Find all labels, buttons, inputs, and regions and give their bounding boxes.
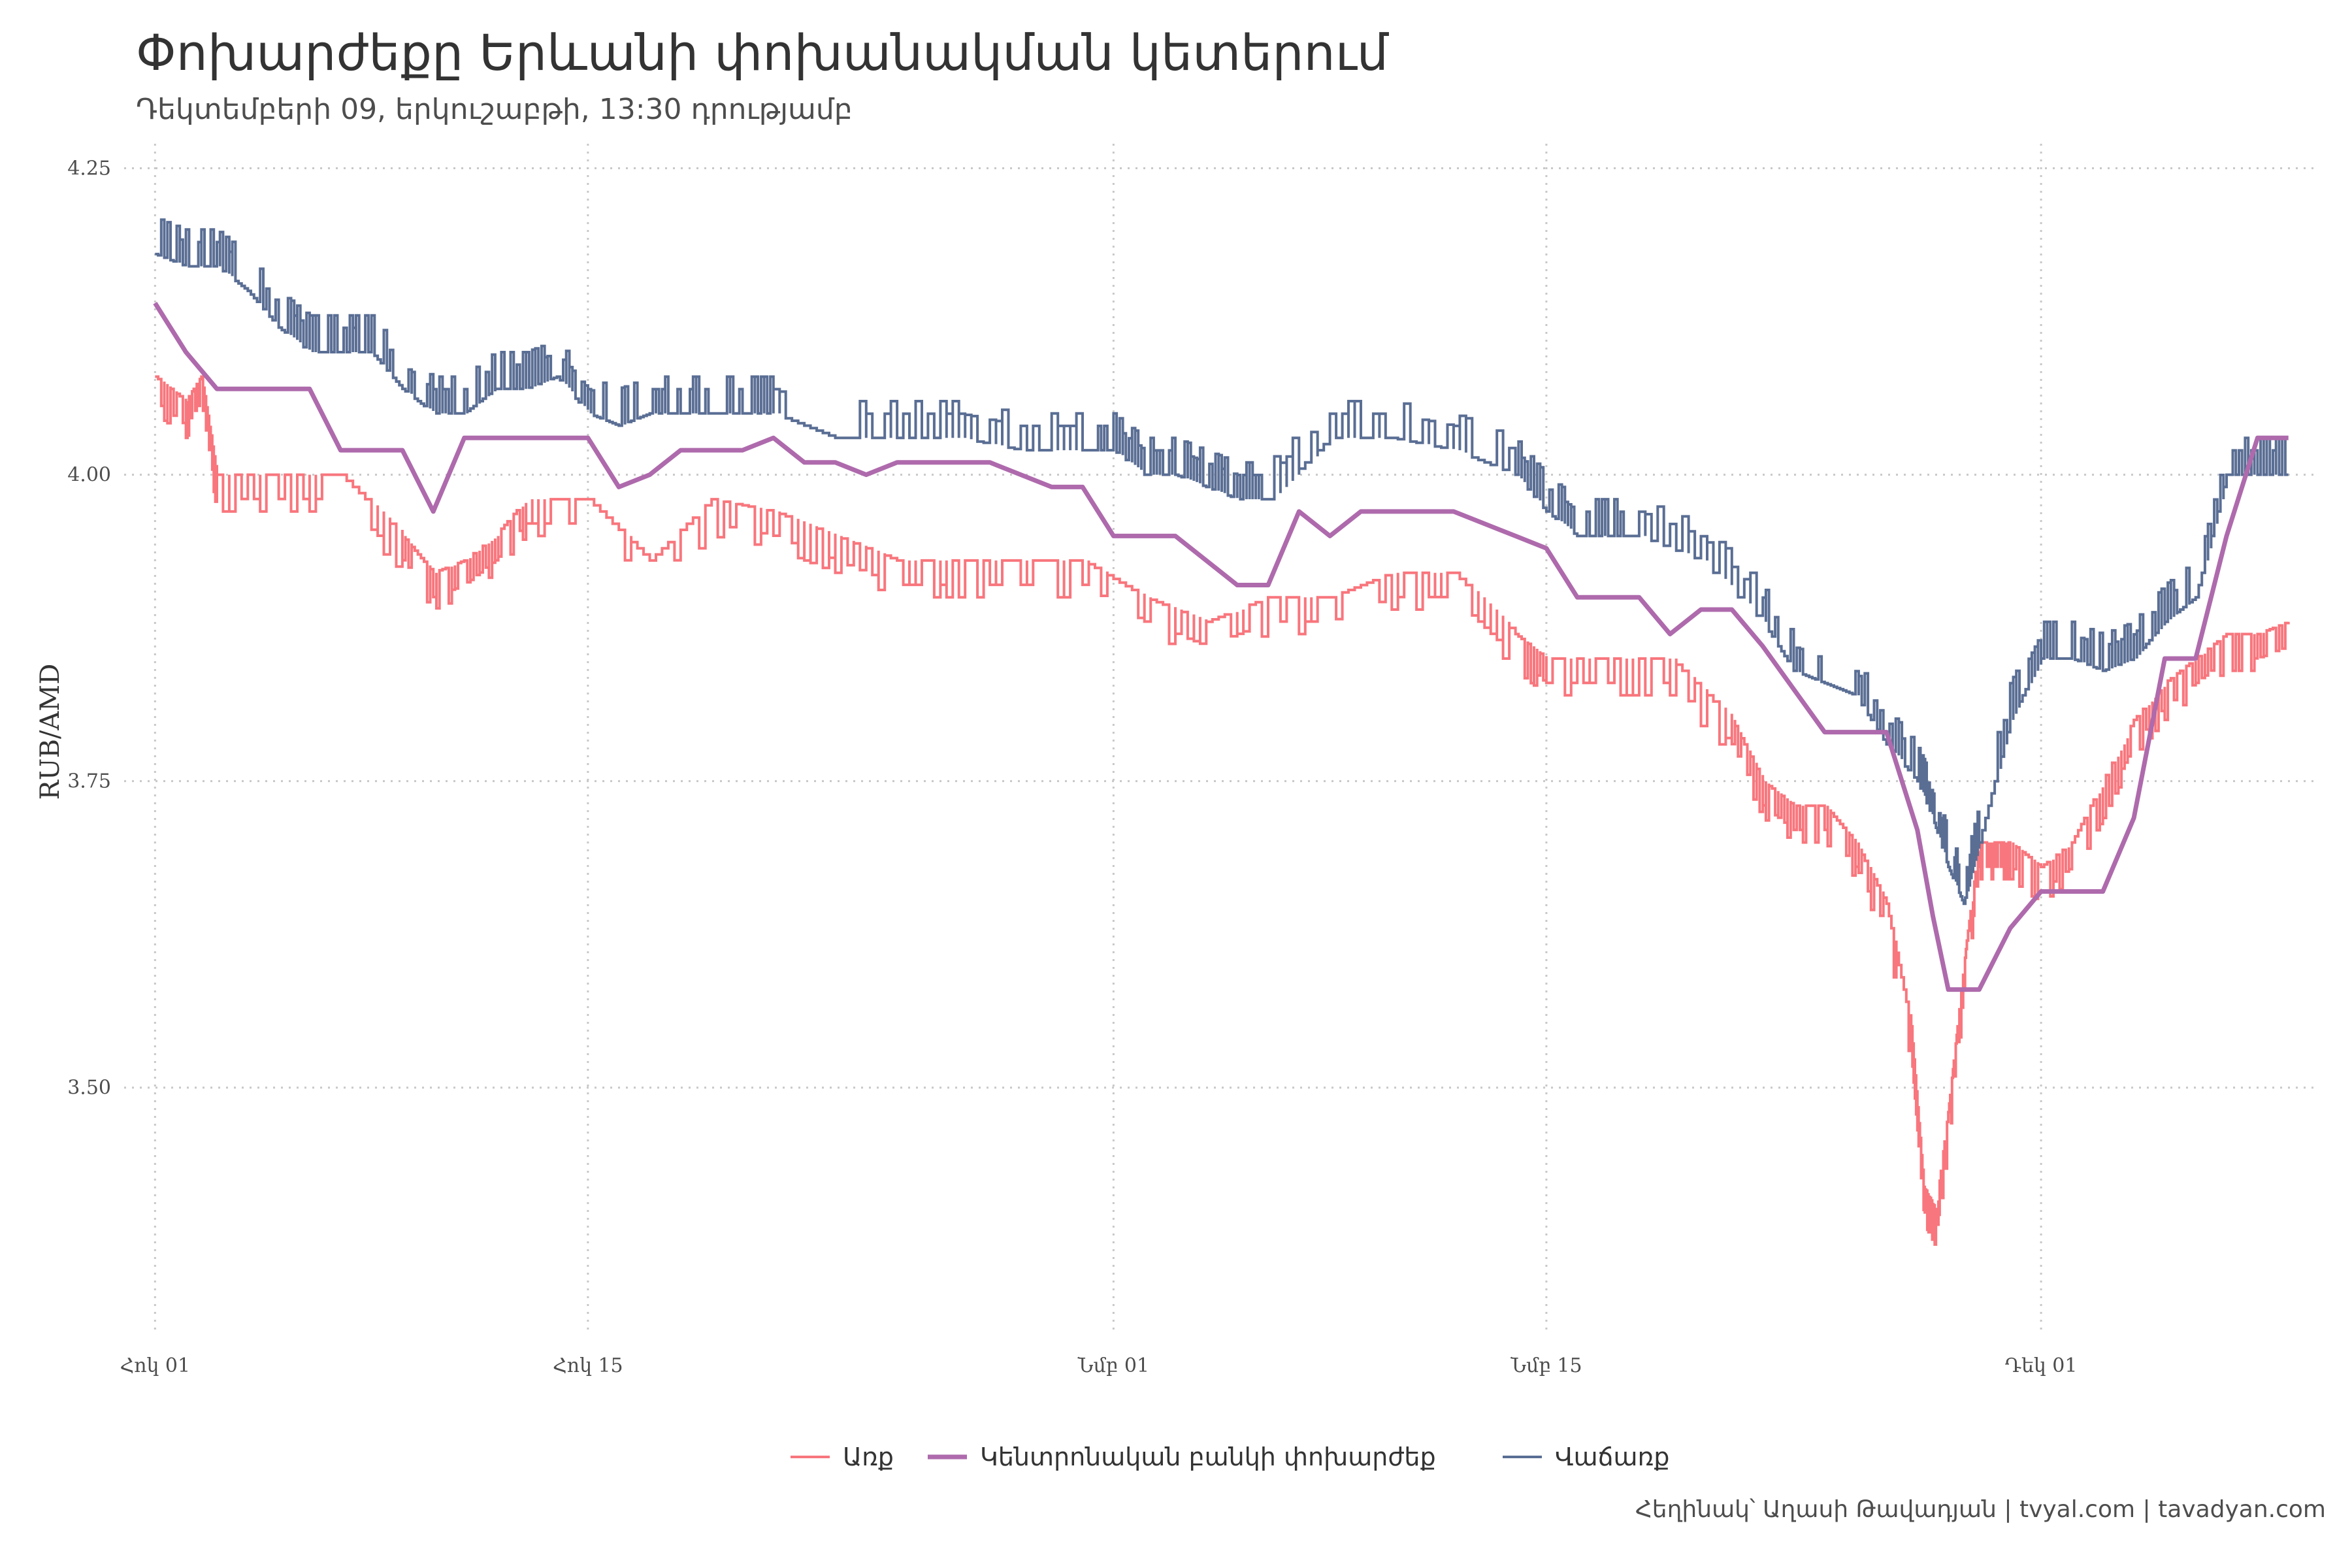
y-axis: 3.50 3.75 4.00 4.25	[67, 157, 111, 1100]
y-tick-label: 3.75	[67, 770, 111, 793]
y-axis-title: RUB/AMD	[35, 664, 65, 800]
x-tick-label: Հոկ 15	[553, 1354, 623, 1377]
chart-caption: Հեղինակ՝ Աղասի Թավադյան | tvyal.com | ta…	[1635, 1496, 2326, 1523]
series-line-central-bank	[153, 302, 2289, 992]
series-group	[153, 218, 2290, 1246]
grid	[124, 144, 2319, 1333]
x-tick-label: Հոկ 01	[120, 1354, 191, 1377]
legend-label: Վաճառք	[1555, 1443, 1669, 1471]
chart-subtitle: Դեկտեմբերի 09, երկուշաբթի, 13:30 դրությա…	[136, 93, 853, 126]
x-tick-label: Նմբ 01	[1077, 1354, 1149, 1377]
series-line-buy	[155, 375, 2290, 1246]
legend-label: Կենտրոնական բանկի փոխարժեք	[980, 1443, 1436, 1471]
x-tick-label: Դեկ 01	[2005, 1354, 2078, 1377]
series-line-sell	[155, 218, 2289, 906]
y-tick-label: 3.50	[67, 1077, 111, 1100]
legend: Առք Կենտրոնական բանկի փոխարժեք Վաճառք	[791, 1443, 1669, 1471]
y-tick-label: 4.25	[67, 157, 111, 180]
x-axis: Հոկ 01 Հոկ 15 Նմբ 01 Նմբ 15 Դեկ 01	[120, 1354, 2078, 1377]
legend-label: Առք	[843, 1443, 894, 1471]
y-tick-label: 4.00	[67, 464, 111, 487]
x-tick-label: Նմբ 15	[1510, 1354, 1582, 1377]
chart-title: Փոխարժեքը Երևանի փոխանակման կետերում	[136, 24, 1388, 82]
